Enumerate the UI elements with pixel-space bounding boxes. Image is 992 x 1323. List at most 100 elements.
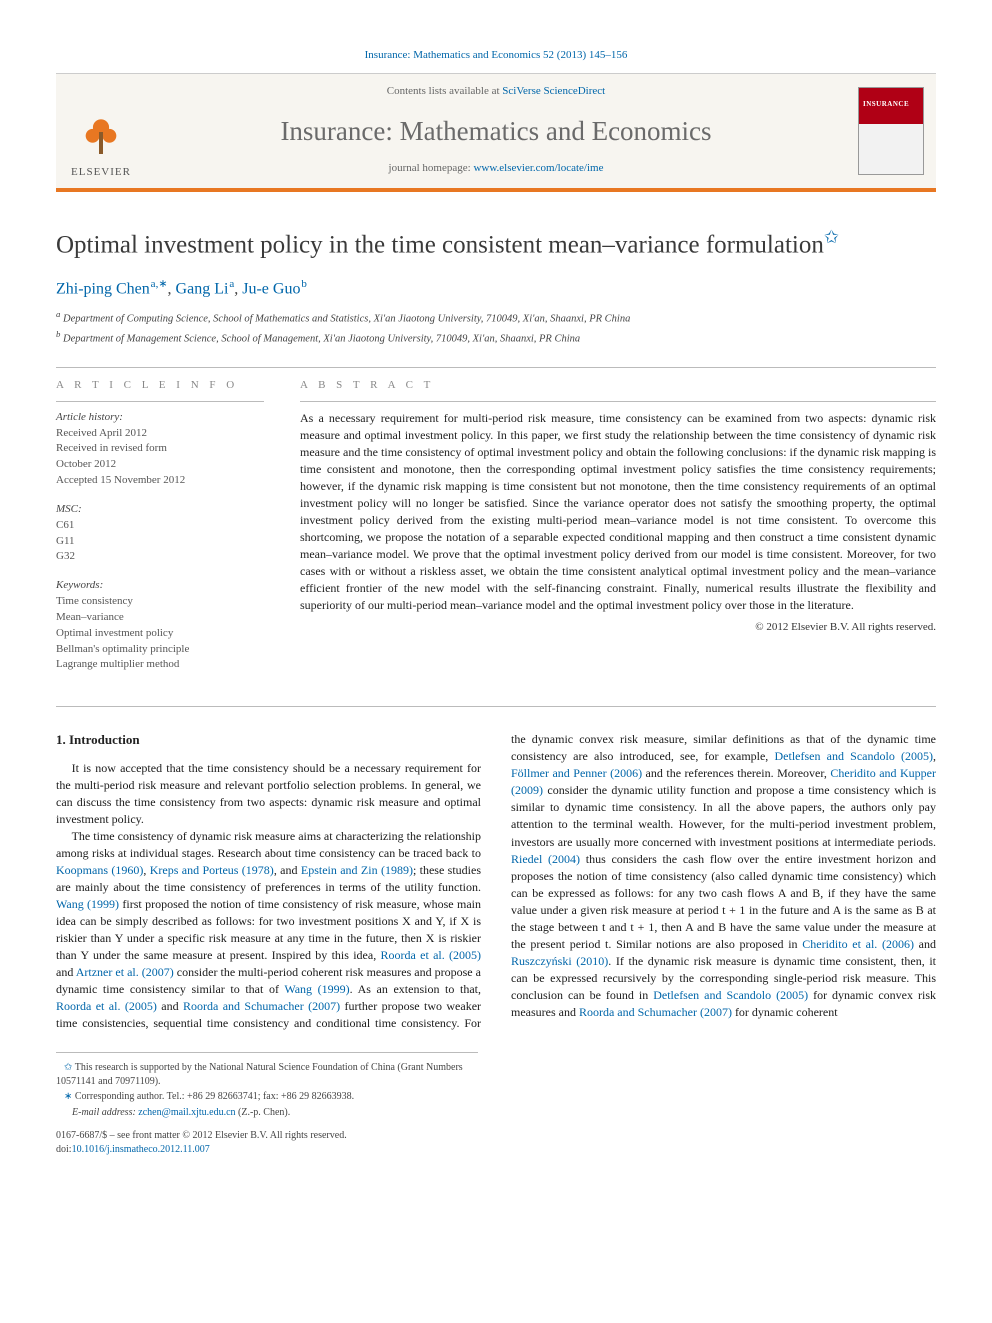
homepage-link[interactable]: www.elsevier.com/locate/ime	[473, 162, 603, 174]
email-link[interactable]: zchen@mail.xjtu.edu.cn	[138, 1107, 235, 1118]
history-block: Article history: Received April 2012 Rec…	[56, 410, 264, 488]
kw-2: Optimal investment policy	[56, 626, 264, 641]
msc-2: G32	[56, 549, 264, 564]
title-footnote-marker: ✩	[824, 227, 839, 247]
history-1: Received in revised form	[56, 441, 264, 456]
history-title: Article history:	[56, 410, 264, 425]
contents-prefix: Contents lists available at	[387, 85, 502, 97]
ref-cheridito[interactable]: Cheridito et al. (2006)	[802, 937, 914, 951]
section-number: 1.	[56, 732, 66, 747]
p3h: and	[914, 937, 936, 951]
section-heading: 1. Introduction	[56, 731, 481, 749]
msc-block: MSC: C61 G11 G32	[56, 502, 264, 564]
body-two-column: 1. Introduction It is now accepted that …	[56, 731, 936, 1032]
p3b: and	[157, 999, 183, 1013]
kw-3: Bellman's optimality principle	[56, 642, 264, 657]
email-footnote: E-mail address: zchen@mail.xjtu.edu.cn (…	[56, 1106, 478, 1120]
author-3[interactable]: Ju-e Guo	[242, 280, 300, 297]
p1: It is now accepted that the time consist…	[56, 760, 481, 828]
history-2: October 2012	[56, 457, 264, 472]
funding-text: This research is supported by the Nation…	[56, 1062, 463, 1087]
ref-roorda-schu[interactable]: Roorda and Schumacher (2007)	[183, 999, 340, 1013]
msc-title: MSC:	[56, 502, 264, 517]
msc-0: C61	[56, 518, 264, 533]
p2a: The time consistency of dynamic risk mea…	[56, 829, 481, 860]
abstract-column: A B S T R A C T As a necessary requireme…	[300, 378, 936, 687]
journal-name: Insurance: Mathematics and Economics	[154, 113, 838, 149]
corr-symbol: ∗	[64, 1091, 72, 1102]
ref-roorda2[interactable]: Roorda et al. (2005)	[56, 999, 157, 1013]
corr-footnote: ∗ Corresponding author. Tel.: +86 29 826…	[56, 1090, 478, 1104]
running-head: Insurance: Mathematics and Economics 52 …	[56, 48, 936, 63]
email-label: E-mail address:	[72, 1107, 136, 1118]
p2c: , and	[274, 863, 301, 877]
ref-roorda1[interactable]: Roorda et al. (2005)	[381, 948, 482, 962]
cover-thumb-wrap	[846, 74, 936, 188]
citation-link[interactable]: Insurance: Mathematics and Economics 52 …	[365, 49, 628, 61]
publisher-block: ELSEVIER	[56, 74, 146, 188]
ref-detlefsen1[interactable]: Detlefsen and Scandolo (2005)	[775, 749, 934, 763]
homepage-line: journal homepage: www.elsevier.com/locat…	[154, 161, 838, 176]
funding-symbol: ✩	[64, 1062, 72, 1073]
journal-cover-icon	[858, 87, 924, 175]
info-rule	[56, 401, 264, 402]
p2h: .	[350, 982, 358, 996]
ref-koopmans[interactable]: Koopmans (1960)	[56, 863, 143, 877]
corr-text: Corresponding author. Tel.: +86 29 82663…	[75, 1091, 354, 1102]
ref-artzner[interactable]: Artzner et al. (2007)	[76, 965, 174, 979]
footnotes: ✩ This research is supported by the Nati…	[56, 1052, 478, 1119]
history-3: Accepted 15 November 2012	[56, 473, 264, 488]
p3f: consider the dynamic utility function an…	[511, 783, 936, 848]
doi-label: doi:	[56, 1144, 72, 1155]
kw-4: Lagrange multiplier method	[56, 657, 264, 672]
article-info-column: A R T I C L E I N F O Article history: R…	[56, 378, 264, 687]
affil-b-text: Department of Management Science, School…	[63, 334, 580, 345]
p3k: for dynamic coherent	[732, 1005, 838, 1019]
journal-masthead: ELSEVIER Contents lists available at Sci…	[56, 73, 936, 192]
ref-kreps[interactable]: Kreps and Porteus (1978)	[150, 863, 274, 877]
article-title: Optimal investment policy in the time co…	[56, 226, 936, 261]
keywords-title: Keywords:	[56, 578, 264, 593]
sciencedirect-link[interactable]: SciVerse ScienceDirect	[502, 85, 605, 97]
ref-wang2[interactable]: Wang (1999)	[284, 982, 349, 996]
kw-1: Mean–variance	[56, 610, 264, 625]
author-2[interactable]: Gang Li	[176, 280, 229, 297]
contents-line: Contents lists available at SciVerse Sci…	[154, 84, 838, 99]
abstract-rule	[300, 401, 936, 402]
history-0: Received April 2012	[56, 426, 264, 441]
ref-epstein[interactable]: Epstein and Zin (1989)	[301, 863, 413, 877]
ref-detlefsen2[interactable]: Detlefsen and Scandolo (2005)	[653, 988, 808, 1002]
doi-link[interactable]: 10.1016/j.insmatheco.2012.11.007	[72, 1144, 210, 1155]
page-footer: 0167-6687/$ – see front matter © 2012 El…	[56, 1129, 936, 1156]
ref-wang1[interactable]: Wang (1999)	[56, 897, 119, 911]
author-1-corr: ∗	[158, 278, 167, 290]
email-who: (Z.-p. Chen).	[238, 1107, 290, 1118]
ref-rusz[interactable]: Ruszczyński (2010)	[511, 954, 608, 968]
affiliations: a Department of Computing Science, Schoo…	[56, 309, 936, 346]
rule-top	[56, 367, 936, 368]
funding-footnote: ✩ This research is supported by the Nati…	[56, 1061, 478, 1088]
p3d: ,	[933, 749, 936, 763]
ref-follmer[interactable]: Föllmer and Penner (2006)	[511, 766, 642, 780]
affil-b: b Department of Management Science, Scho…	[56, 329, 936, 347]
abstract-heading: A B S T R A C T	[300, 378, 936, 393]
author-3-affil: b	[300, 278, 306, 290]
p2f: and	[56, 965, 76, 979]
rule-bottom	[56, 706, 936, 707]
homepage-prefix: journal homepage:	[389, 162, 474, 174]
keywords-block: Keywords: Time consistency Mean–variance…	[56, 578, 264, 672]
title-text: Optimal investment policy in the time co…	[56, 231, 824, 258]
info-heading: A R T I C L E I N F O	[56, 378, 264, 393]
abstract-copyright: © 2012 Elsevier B.V. All rights reserved…	[300, 620, 936, 635]
ref-riedel[interactable]: Riedel (2004)	[511, 852, 580, 866]
ref-roorda-schu2[interactable]: Roorda and Schumacher (2007)	[579, 1005, 732, 1019]
affil-a: a Department of Computing Science, Schoo…	[56, 309, 936, 327]
publisher-label: ELSEVIER	[71, 165, 131, 180]
abstract-text: As a necessary requirement for multi-per…	[300, 410, 936, 614]
author-line: Zhi-ping Chen a,∗, Gang Li a, Ju-e Guo b	[56, 277, 936, 300]
p3a: As an extension to that,	[358, 982, 481, 996]
elsevier-tree-icon	[73, 105, 129, 161]
section-title: Introduction	[69, 732, 140, 747]
msc-1: G11	[56, 534, 264, 549]
author-1[interactable]: Zhi-ping Chen	[56, 280, 150, 297]
